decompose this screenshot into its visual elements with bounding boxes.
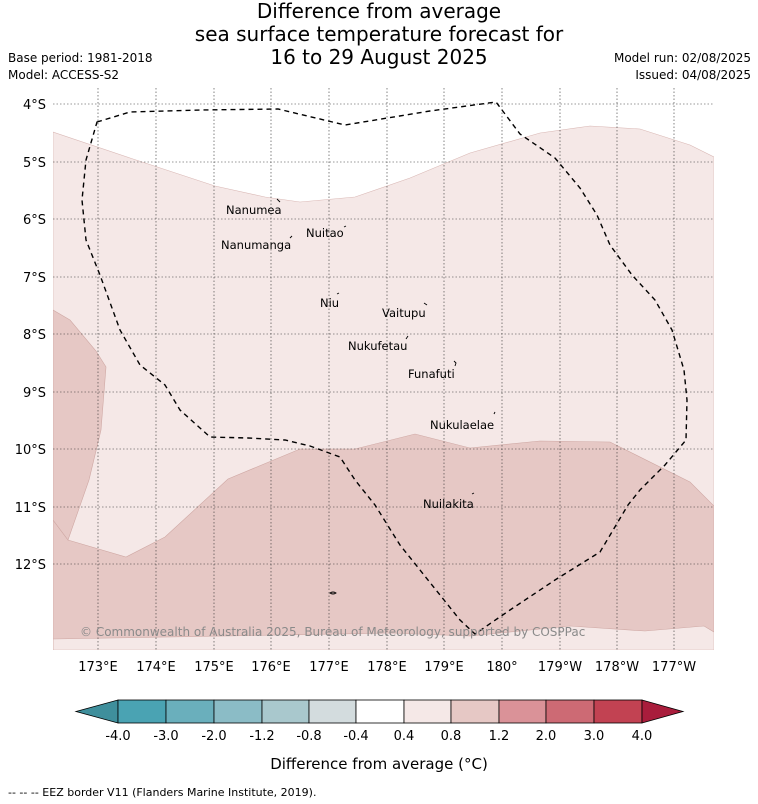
colorbar-bin — [593, 699, 643, 724]
colorbar-tick: 2.0 — [536, 729, 557, 744]
latitude-labels: 4°S 5°S 6°S 7°S 8°S 9°S 10°S 11°S 12°S — [15, 98, 46, 573]
lat-tick-label: 12°S — [15, 558, 46, 573]
place-labels: Nanumea Nuitao Nanumanga Niu Vaitupu Nuk… — [221, 203, 494, 511]
colorbar-bin — [355, 699, 405, 724]
lon-tick-label: 177°E — [309, 660, 349, 675]
colorbar-label: Difference from average (°C) — [270, 755, 488, 773]
lat-tick-label: 9°S — [23, 386, 46, 401]
lat-tick-label: 8°S — [23, 328, 46, 343]
lat-tick-label: 5°S — [23, 156, 46, 171]
lon-tick-label: 178°W — [595, 660, 639, 675]
place-vaitupu: Vaitupu — [382, 306, 426, 320]
colorbar-tick: 0.8 — [441, 729, 462, 744]
lat-tick-label: 7°S — [23, 271, 46, 286]
place-nukufetau: Nukufetau — [348, 339, 407, 353]
lat-tick-label: 4°S — [23, 98, 46, 113]
place-nuilakita: Nuilakita — [423, 497, 474, 511]
colorbar-bin — [403, 699, 452, 724]
title-line-2: sea surface temperature forecast for — [194, 22, 564, 46]
place-niu: Niu — [320, 296, 339, 310]
island-nanumanga — [289, 235, 293, 239]
lat-tick-label: 6°S — [23, 213, 46, 228]
lon-tick-label: 179°E — [424, 660, 464, 675]
lon-tick-label: 178°E — [367, 660, 407, 675]
colorbar-bin — [545, 699, 595, 724]
place-nanumea: Nanumea — [226, 203, 282, 217]
colorbar-bin — [450, 699, 500, 724]
eez-border — [81, 101, 688, 635]
colorbar-bin — [213, 699, 263, 724]
eez-legend: -- -- -- EEZ border V11 (Flanders Marine… — [8, 786, 317, 799]
title-line-1: Difference from average — [256, 0, 502, 23]
lon-tick-label: 179°W — [538, 660, 582, 675]
colorbar-bin — [165, 699, 215, 724]
colorbar-bin — [308, 699, 357, 724]
colorbar-extend-high — [641, 699, 685, 724]
island-nukulaelae — [493, 411, 496, 415]
island-vaitupu — [423, 302, 428, 306]
map-area: Nanumea Nuitao Nanumanga Niu Vaitupu Nuk… — [53, 88, 714, 650]
island-nanumea — [276, 198, 281, 203]
lon-tick-label: 176°E — [251, 660, 291, 675]
place-nuitao: Nuitao — [306, 226, 344, 240]
colorbar-tick: -4.0 — [105, 729, 130, 744]
anomaly-band-0-8-to-1-2-south — [53, 433, 714, 650]
colorbar-bin — [498, 699, 547, 724]
lon-tick-label: 174°E — [136, 660, 176, 675]
lon-tick-label: 177°W — [652, 660, 696, 675]
copyright-notice: © Commonwealth of Australia 2025, Bureau… — [80, 625, 585, 639]
island-niu — [336, 292, 340, 295]
model-run: Model run: 02/08/2025 — [613, 51, 751, 65]
model-name: Model: ACCESS-S2 — [8, 68, 120, 82]
island-nukufetau — [405, 335, 409, 340]
colorbar-tick: 1.2 — [489, 729, 510, 744]
longitude-labels: 173°E 174°E 175°E 176°E 177°E 178°E 179°E 180° 1… — [78, 660, 696, 675]
lon-tick-label: 173°E — [78, 660, 118, 675]
island-funafuti — [453, 360, 457, 367]
island-nuitao — [343, 225, 347, 228]
colorbar — [74, 699, 685, 724]
issued-date: Issued: 04/08/2025 — [635, 68, 751, 82]
lon-tick-label: 175°E — [194, 660, 234, 675]
lat-tick-label: 11°S — [15, 501, 46, 516]
place-nukulaelae: Nukulaelae — [430, 418, 494, 432]
colorbar-extend-low — [74, 699, 119, 724]
colorbar-tick: -3.0 — [153, 729, 178, 744]
islands — [276, 198, 496, 595]
colorbar-tick: -0.8 — [296, 729, 321, 744]
island-south — [329, 591, 337, 595]
place-funafuti: Funafuti — [408, 367, 455, 381]
colorbar-tick: -1.2 — [249, 729, 274, 744]
base-period: Base period: 1981-2018 — [8, 51, 153, 65]
colorbar-tick: -0.4 — [343, 729, 368, 744]
colorbar-tick: 0.4 — [394, 729, 415, 744]
colorbar-bin — [261, 699, 310, 724]
anomaly-band-0-8-to-1-2-west — [53, 309, 107, 541]
title-line-3: 16 to 29 August 2025 — [270, 45, 488, 69]
graticule — [53, 88, 714, 650]
place-nanumanga: Nanumanga — [221, 238, 291, 252]
island-nuilakita — [471, 492, 475, 495]
colorbar-tick: -2.0 — [201, 729, 226, 744]
colorbar-bin — [117, 699, 167, 724]
lon-tick-label: 180° — [486, 660, 517, 675]
colorbar-tick-labels: -4.0 -3.0 -2.0 -1.2 -0.8 -0.4 0.4 0.8 1.2 2.0 3.0 4… — [105, 729, 652, 744]
colorbar-tick: 4.0 — [632, 729, 653, 744]
colorbar-tick: 3.0 — [584, 729, 605, 744]
lat-tick-label: 10°S — [15, 443, 46, 458]
